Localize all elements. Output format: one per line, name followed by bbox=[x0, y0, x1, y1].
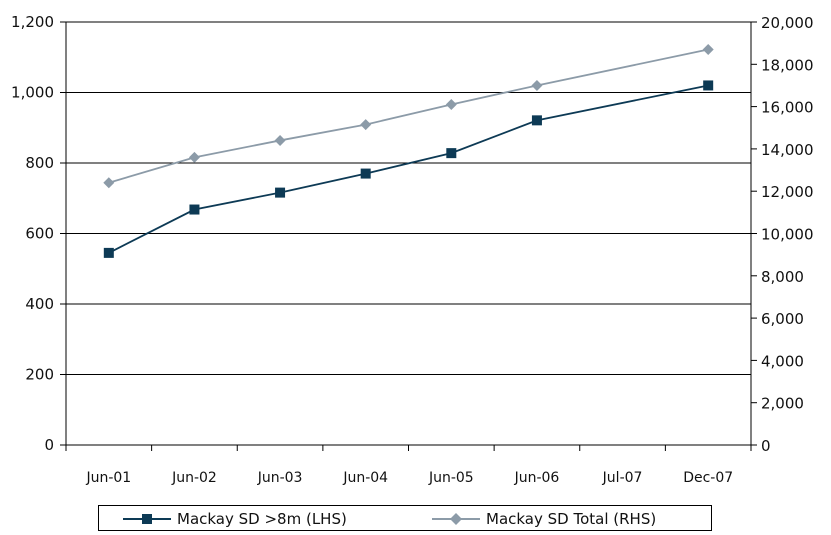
legend-item-lhs: Mackay SD >8m (LHS) bbox=[123, 509, 347, 529]
left-y-tick-label: 1,000 bbox=[11, 84, 54, 102]
series-layer bbox=[103, 43, 714, 258]
right-y-tick-label: 4,000 bbox=[761, 352, 804, 370]
data-point-square bbox=[360, 168, 371, 179]
data-point-diamond bbox=[103, 177, 115, 189]
x-axis: Jun-01 Jun-02 Jun-03 Jun-04 Jun-05 Jun-06 Jul-… bbox=[65, 445, 752, 486]
right-y-tick-label: 6,000 bbox=[761, 310, 804, 328]
right-y-tick-label: 2,000 bbox=[761, 395, 804, 413]
legend-item-rhs: Mackay SD Total (RHS) bbox=[432, 509, 656, 529]
x-tick-label: Jun-03 bbox=[257, 470, 303, 486]
x-tick-label: Dec-07 bbox=[683, 470, 733, 486]
legend-swatch-diamond-icon bbox=[432, 513, 480, 525]
left-y-tick-label: 600 bbox=[25, 225, 54, 243]
legend-label-rhs: Mackay SD Total (RHS) bbox=[486, 510, 657, 528]
left-y-tick-label: 800 bbox=[25, 154, 54, 172]
right-y-tick-label: 0 bbox=[761, 437, 771, 455]
data-point-diamond bbox=[188, 151, 200, 163]
data-point-square bbox=[275, 187, 286, 198]
data-point-diamond bbox=[702, 43, 714, 55]
data-point-diamond bbox=[531, 79, 543, 91]
right-y-tick-label: 10,000 bbox=[761, 226, 814, 244]
right-y-tick-label: 14,000 bbox=[761, 141, 814, 159]
data-point-diamond bbox=[360, 119, 372, 131]
data-point-square bbox=[531, 115, 542, 126]
x-tick-label: Jul-07 bbox=[602, 470, 643, 486]
left-y-axis: 0 200 400 600 800 1,000 1,200 bbox=[11, 13, 66, 454]
x-tick-label: Jun-06 bbox=[514, 470, 560, 486]
right-y-tick-label: 12,000 bbox=[761, 183, 814, 201]
series-line-0 bbox=[108, 84, 709, 254]
left-y-tick-label: 400 bbox=[25, 295, 54, 313]
right-y-axis: 0 2,000 4,000 6,000 8,000 10,000 12,000 14,000 1… bbox=[751, 14, 814, 455]
x-tick-label: Jun-01 bbox=[85, 470, 131, 486]
data-point-diamond bbox=[445, 98, 457, 110]
right-y-tick-label: 8,000 bbox=[761, 268, 804, 286]
data-point-square bbox=[703, 80, 714, 91]
left-y-tick-label: 0 bbox=[44, 436, 54, 454]
left-y-tick-label: 1,200 bbox=[11, 13, 54, 31]
legend-swatch-square-icon bbox=[123, 514, 171, 524]
x-tick-label: Jun-02 bbox=[171, 470, 217, 486]
data-point-square bbox=[103, 247, 114, 258]
gridlines bbox=[66, 21, 751, 446]
data-point-diamond bbox=[274, 134, 286, 146]
x-tick-label: Jun-04 bbox=[342, 470, 388, 486]
right-y-tick-label: 18,000 bbox=[761, 56, 814, 74]
data-point-square bbox=[189, 204, 200, 215]
data-point-square bbox=[446, 148, 457, 159]
left-y-tick-label: 200 bbox=[25, 366, 54, 384]
legend: Mackay SD >8m (LHS) Mackay SD Total (RHS… bbox=[98, 505, 712, 531]
legend-label-lhs: Mackay SD >8m (LHS) bbox=[177, 510, 347, 528]
x-tick-label: Jun-05 bbox=[428, 470, 474, 486]
right-y-tick-label: 16,000 bbox=[761, 99, 814, 117]
right-y-tick-label: 20,000 bbox=[761, 14, 814, 32]
